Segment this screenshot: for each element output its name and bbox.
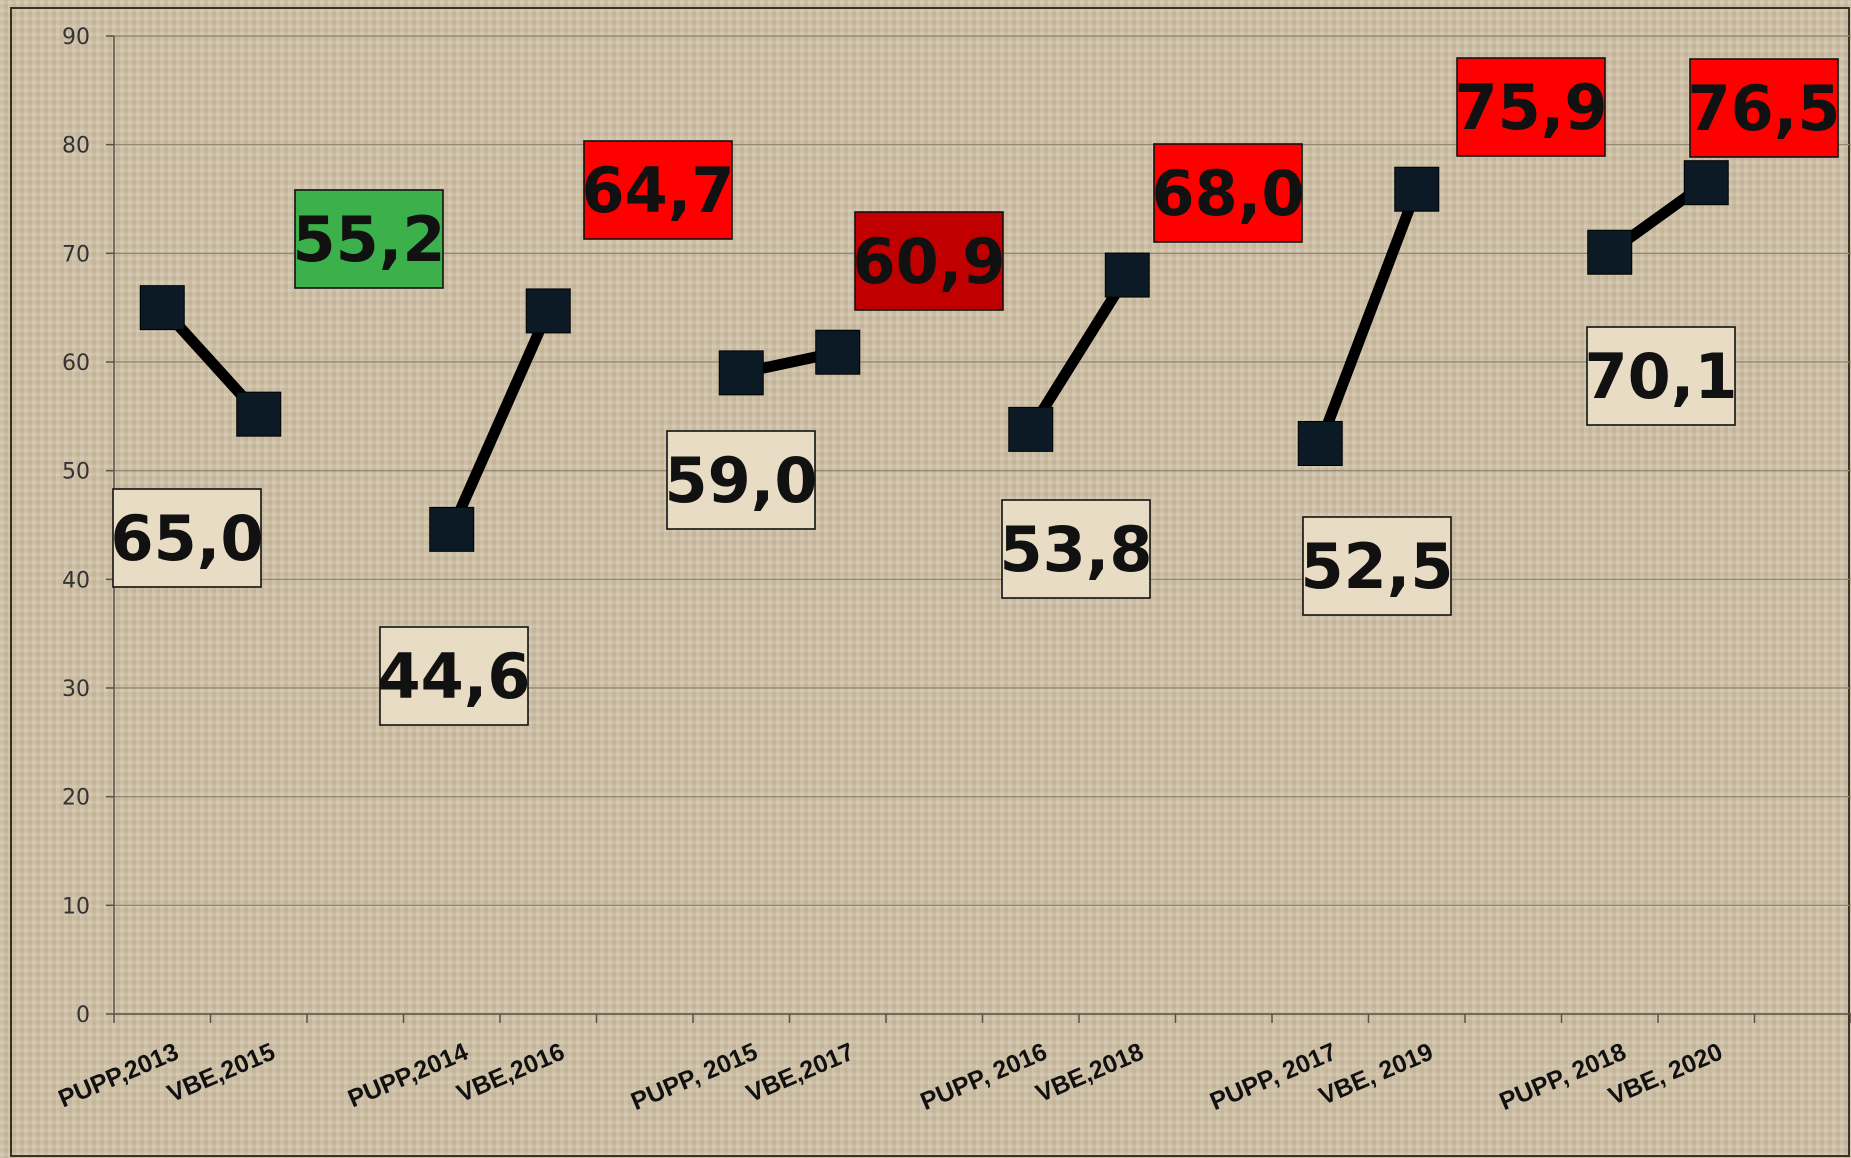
data-label: 44,6 [378,640,531,713]
data-point-marker [1394,166,1440,212]
chart-frame [10,7,1850,1157]
data-label-box [1689,58,1839,158]
data-label: 65,0 [111,502,264,575]
data-label-box [112,488,262,588]
data-label: 59,0 [665,444,818,517]
data-labels: 65,0 55,2 44,6 64,7 59,0 60,9 53,8 68,0 52,5 75,9… [111,57,1841,726]
data-label-box [583,140,733,240]
series-markers [139,160,1729,552]
data-label: 75,9 [1455,71,1608,144]
y-tick-label: 60 [62,351,90,376]
y-axis-tick-labels: 0 10 20 30 40 50 60 70 80 90 [62,25,90,1028]
data-point-marker [1683,160,1729,206]
y-tick-label: 50 [62,460,90,485]
data-label: 70,1 [1585,340,1738,413]
data-label-box [379,626,529,726]
data-point-marker [815,329,861,375]
y-tick-label: 0 [76,1003,90,1028]
y-tick-label: 80 [62,134,90,159]
gridlines [114,35,1851,906]
y-tick-label: 90 [62,25,90,50]
data-label-box [1586,326,1736,426]
y-tick-label: 30 [62,677,90,702]
data-point-marker [1008,406,1054,452]
data-point-marker [1104,252,1150,298]
series-line-segment [446,308,554,532]
data-label-box [1153,143,1303,243]
data-point-marker [139,285,185,331]
data-label-box [666,430,816,530]
data-label-box [1302,516,1452,616]
data-label: 76,5 [1688,72,1841,145]
series-line-segment [1026,272,1132,433]
data-point-marker [525,288,571,334]
y-tick-label: 20 [62,786,90,811]
data-label-box [294,189,444,289]
series-line-segment [1315,187,1422,446]
data-point-marker [236,391,282,437]
data-label: 52,5 [1301,530,1454,603]
data-label: 64,7 [582,154,735,227]
data-point-marker [1297,421,1343,466]
data-label: 55,2 [293,203,446,276]
data-label-box [1001,499,1151,599]
data-label: 53,8 [1000,513,1153,586]
y-tick-label: 70 [62,242,90,267]
data-label-box [854,211,1004,311]
data-label-box [1456,57,1606,157]
data-label: 60,9 [853,225,1006,298]
data-point-marker [718,350,764,396]
data-point-marker [429,506,475,552]
y-tick-label: 10 [62,894,90,919]
data-label: 68,0 [1152,157,1305,230]
y-tick-label: 40 [62,568,90,593]
data-point-marker [1587,229,1633,275]
